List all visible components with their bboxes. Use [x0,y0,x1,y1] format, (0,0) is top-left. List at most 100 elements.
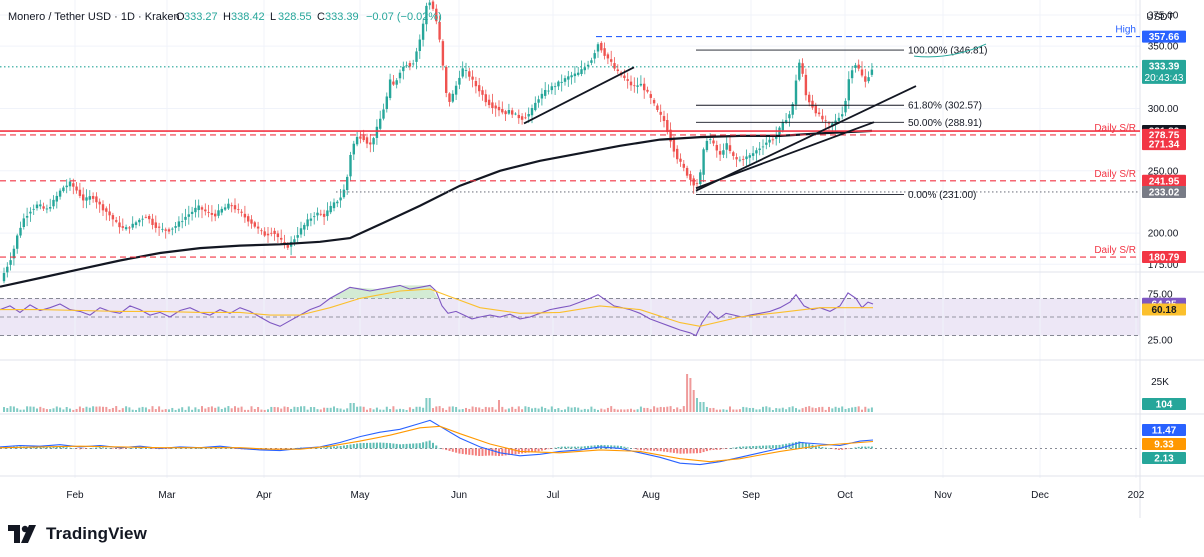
macd-hist-bar [39,447,42,449]
candle-body [111,215,115,220]
candle-body [633,85,636,87]
candle-body [227,203,230,209]
candle-body [369,142,372,145]
macd-hist-bar [369,442,372,449]
candle-body [65,185,68,188]
chart-area[interactable]: High Daily S/R Daily S/R Daily S/R 100.00% (… [0,0,1204,520]
x-tick-label-5: Jul [547,490,560,501]
volume-bar [45,409,48,412]
volume-bar [217,406,220,412]
volume-bar [649,409,652,412]
macd-hist-bar [725,448,728,449]
volume-bar [191,409,194,412]
macd-hist-bar [197,448,200,449]
macd-hist-bar [729,448,731,449]
volume-bar [69,408,71,412]
candle-body [220,208,223,213]
candle-body [699,172,702,185]
macd-hist-bar [441,448,444,450]
macd-hist-bar [95,447,98,449]
volume-bar [775,408,778,412]
candle-body [85,197,88,201]
volume-bar [296,407,299,412]
volume-bar [422,407,425,412]
candle-body [75,186,78,191]
macd-hist-bar [333,446,335,449]
macd-hist-bar [560,446,563,449]
volume-bar [448,406,451,412]
macd-hist-bar [191,448,194,449]
candle-body [537,99,540,103]
price-badge-text-daily-sr-180: 180.79 [1149,253,1180,264]
volume-bar [359,406,362,412]
candle-body [593,53,596,59]
volume-bar [630,408,632,412]
price-badge-low-233 [1142,185,1186,198]
macd-hist-bar [544,448,547,450]
macd-hist-bar [699,448,702,454]
candle-body [131,223,134,228]
price-badge-text-last: 333.39 [1149,61,1180,72]
candle-body [692,178,695,186]
chart-svg[interactable]: High Daily S/R Daily S/R Daily S/R 100.00% (… [0,0,1204,520]
candle-body [405,65,408,67]
macd-hist-bar [435,445,438,449]
macd-signal-line [0,425,874,463]
macd-hist-bar [42,447,45,449]
candle-body [817,112,821,115]
volume-bar [742,406,745,412]
macd-hist-bar [488,448,491,456]
volume-bar [768,407,771,412]
candle-body [702,149,705,175]
candle-body [553,86,557,88]
ohlc-value-3: 333.39 [325,11,359,23]
y-tick-label-4: 350.00 [1148,42,1179,53]
candle-body [29,211,32,214]
macd-hist-bar [748,446,751,449]
macd-hist-bar [613,445,616,449]
volume-bar [758,409,761,412]
volume-bar [283,406,286,412]
macd-hist-bar [781,444,784,449]
volume-bar [418,406,421,412]
volume-bar [6,408,9,412]
volume-bar [663,407,665,412]
volume-bar [488,407,491,412]
volume-bar [587,409,590,412]
volume-bar [263,409,266,412]
macd-hist-bar [765,445,768,449]
macd-hist-bar [606,445,609,449]
tradingview-logo[interactable]: TradingView [8,524,147,544]
volume-bar [72,409,75,412]
macd-hist-bar [616,445,619,449]
volume-bar [600,408,603,412]
candle-body [121,226,124,228]
candle-body [164,229,167,231]
volume-bar [844,409,847,412]
candle-body [355,136,359,145]
y-tick-label-3: 300.00 [1148,104,1179,115]
candle-body [570,75,573,78]
macd-hist-bar [732,447,735,449]
candle-body [210,212,214,215]
macd-hist-bar [501,448,504,456]
volume-bar [765,406,768,412]
candle-body [811,100,814,108]
macd-hist-bar [771,445,774,449]
macd-hist-bar [864,446,867,449]
volume-bar [26,406,29,412]
candle-body [735,157,738,160]
candle-body [761,146,765,148]
volume-bar [788,407,791,412]
macd-hist-bar [798,441,801,449]
volume-bar [118,409,121,412]
volume-bar [369,408,372,412]
macd-hist-bar [448,448,451,451]
candle-body [319,213,322,215]
volume-bar [851,407,854,412]
candle-body [544,89,547,96]
candle-body [124,227,128,230]
candle-body [6,266,9,273]
volume-bar [111,407,114,412]
candle-body [303,224,306,230]
